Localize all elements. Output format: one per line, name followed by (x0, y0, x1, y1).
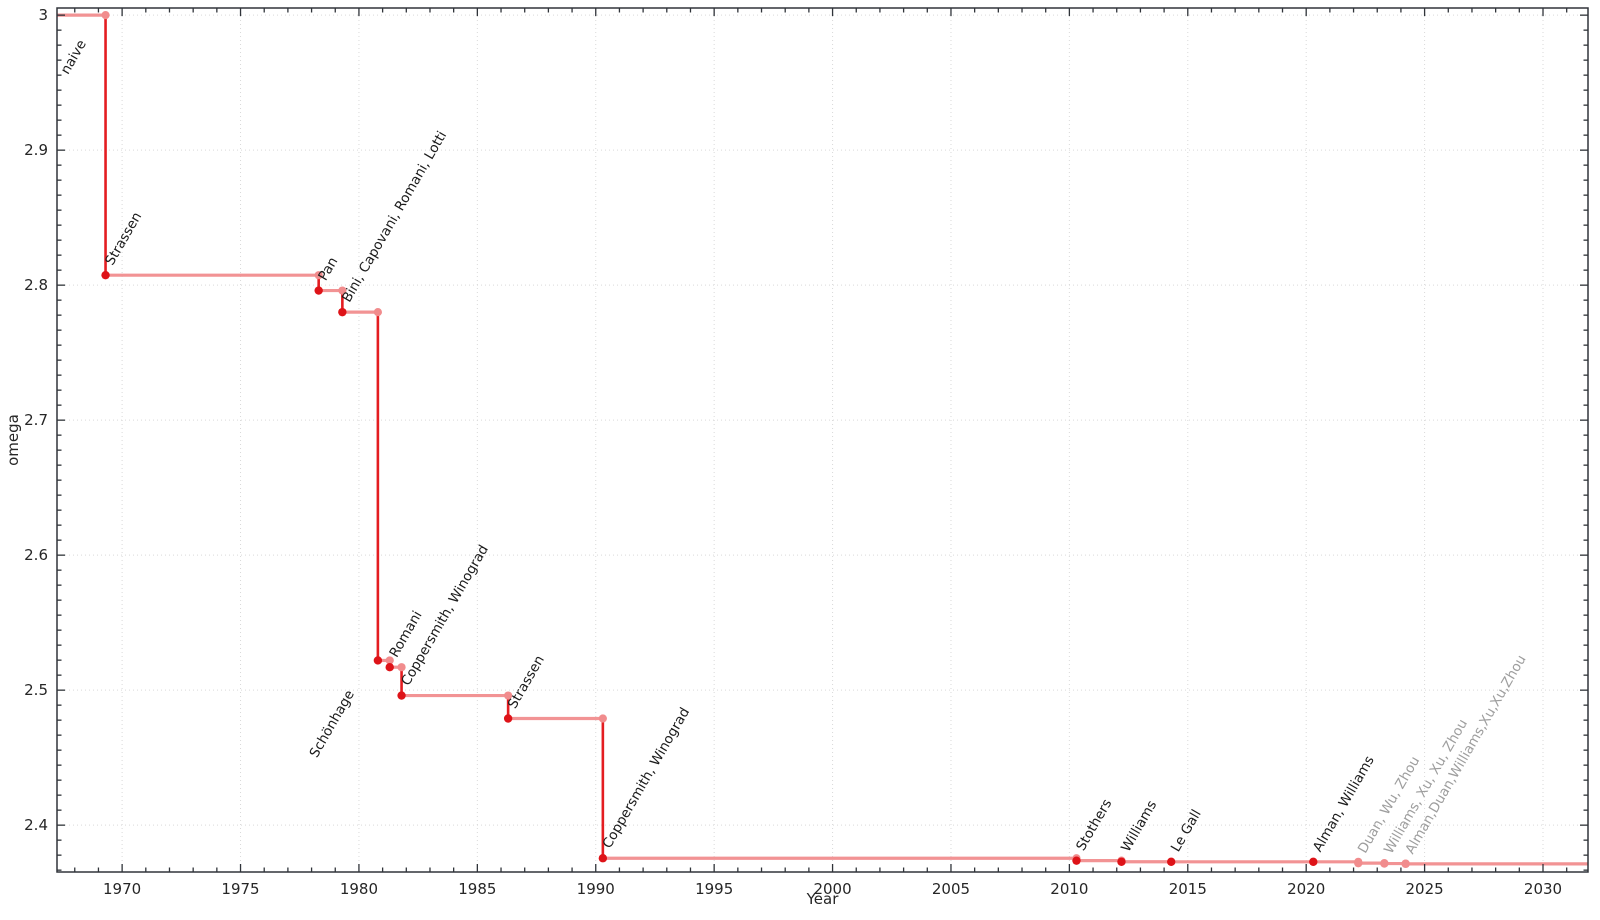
data-point-marker (101, 270, 110, 280)
y-tick-label: 2.7 (24, 411, 48, 429)
corner-marker (598, 714, 607, 723)
annotation-label: Williams (1118, 798, 1160, 855)
data-point-marker (1117, 857, 1126, 866)
corner-marker (338, 286, 347, 295)
data-point-marker (385, 663, 394, 672)
data-point-marker (1167, 857, 1176, 866)
y-tick-label: 2.9 (24, 141, 48, 159)
data-point-marker (1401, 859, 1410, 869)
data-point-marker (1354, 858, 1363, 868)
data-point-marker (598, 854, 608, 863)
annotation-label: Le Gall (1168, 807, 1205, 855)
annotation-label: Schönhage (306, 687, 357, 760)
annotation-label: Alman,Duan,Williams,Xu,Xu,Zhou (1402, 652, 1529, 857)
data-point-marker (1072, 856, 1081, 865)
x-tick-label: 1990 (577, 880, 615, 898)
x-tick-label: 1975 (221, 880, 259, 898)
y-tick-label: 2.6 (24, 546, 48, 564)
annotation-label: Strassen (102, 209, 145, 268)
annotation-label: Strassen (505, 653, 548, 712)
x-tick-label: 1995 (695, 880, 733, 898)
x-tick-label: 2020 (1287, 880, 1325, 898)
y-tick-label: 2.4 (24, 816, 48, 834)
x-tick-label: 2000 (813, 880, 851, 898)
corner-marker (397, 663, 406, 672)
data-point-marker (1380, 859, 1389, 868)
y-tick-label: 3 (38, 6, 48, 24)
x-tick-label: 1970 (103, 880, 141, 898)
corner-marker (373, 308, 382, 317)
x-tick-label: 2005 (932, 880, 970, 898)
data-point-marker (1309, 857, 1318, 866)
data-point-marker (338, 307, 347, 317)
corner-marker (504, 691, 513, 700)
annotation-label: Coppersmith, Winograd (599, 705, 693, 851)
plot-border (56, 7, 1589, 873)
x-tick-label: 1980 (340, 880, 378, 898)
x-tick-label: 1985 (458, 880, 496, 898)
data-point-marker (314, 286, 323, 295)
y-tick-label: 2.5 (24, 681, 48, 699)
x-tick-label: 2030 (1524, 880, 1562, 898)
x-tick-label: 2010 (1050, 880, 1088, 898)
data-point-marker (397, 691, 406, 700)
x-tick-label: 2015 (1169, 880, 1207, 898)
y-tick-label: 2.8 (24, 276, 48, 294)
corner-marker (385, 656, 394, 665)
y-axis-label: omega (4, 414, 22, 466)
corner-marker (101, 11, 110, 20)
annotation-label: Bini, Capovani, Romani, Lotti (339, 128, 450, 305)
x-tick-label: 2025 (1406, 880, 1444, 898)
data-point-marker (373, 656, 383, 665)
data-point-marker (503, 714, 513, 723)
annotation-label: naive (58, 37, 90, 77)
corner-marker (314, 271, 323, 280)
x-axis-label: Year (806, 890, 839, 908)
